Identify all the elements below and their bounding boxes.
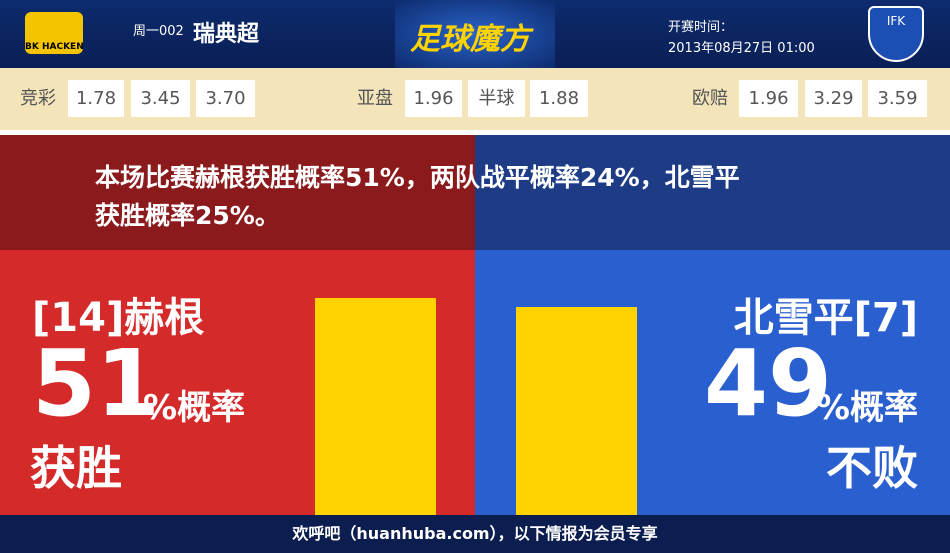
odds-value: 1.96 xyxy=(405,80,462,117)
odds-value: 1.88 xyxy=(530,80,588,117)
odds-value: 1.96 xyxy=(739,80,798,117)
odds-label: 欧赔 xyxy=(692,88,728,109)
home-unit: %概率 xyxy=(143,388,246,428)
league: 瑞典超 xyxy=(193,22,260,47)
kickoff-label: 开赛时间： xyxy=(668,20,734,35)
summary-right xyxy=(475,135,950,250)
probability-bar xyxy=(516,306,637,515)
odds-value: 3.59 xyxy=(868,80,927,117)
brand: 足球魔方 xyxy=(410,22,530,57)
away-outcome: 不败 xyxy=(826,441,918,495)
probability-bar xyxy=(315,298,436,515)
home-outcome: 获胜 xyxy=(30,441,122,495)
away-logo-text: IFK xyxy=(886,14,906,28)
home-team: [14]赫根 xyxy=(32,295,205,341)
odds-value: 3.70 xyxy=(196,80,255,117)
kickoff-time: 2013年08月27日 01:00 xyxy=(668,41,815,56)
away-unit: %概率 xyxy=(815,388,918,428)
odds-value: 3.29 xyxy=(805,80,862,117)
brand-bg xyxy=(395,0,555,68)
odds-label: 竞彩 xyxy=(20,88,56,109)
footer-text: 欢呼吧（huanhuba.com），以下情报为会员专享 xyxy=(292,524,658,543)
home-percent: 51 xyxy=(32,330,161,437)
odds-value: 1.78 xyxy=(68,80,124,117)
summary-line: 本场比赛赫根获胜概率51%，两队战平概率24%，北雪平 xyxy=(95,163,740,192)
match-code: 周一002 xyxy=(133,24,184,39)
odds-value: 3.45 xyxy=(131,80,190,117)
away-percent: 49 xyxy=(704,330,833,437)
away-logo: IFK xyxy=(868,6,924,62)
summary-line: 获胜概率25%。 xyxy=(95,201,280,230)
summary-left xyxy=(0,135,475,250)
away-team: 北雪平[7] xyxy=(733,295,918,341)
home-logo-text: BK HACKEN xyxy=(25,42,84,52)
odds-label: 亚盘 xyxy=(357,88,393,109)
home-logo: BK HACKEN xyxy=(25,12,84,54)
odds-value: 半球 xyxy=(468,80,525,117)
footer xyxy=(0,515,950,553)
